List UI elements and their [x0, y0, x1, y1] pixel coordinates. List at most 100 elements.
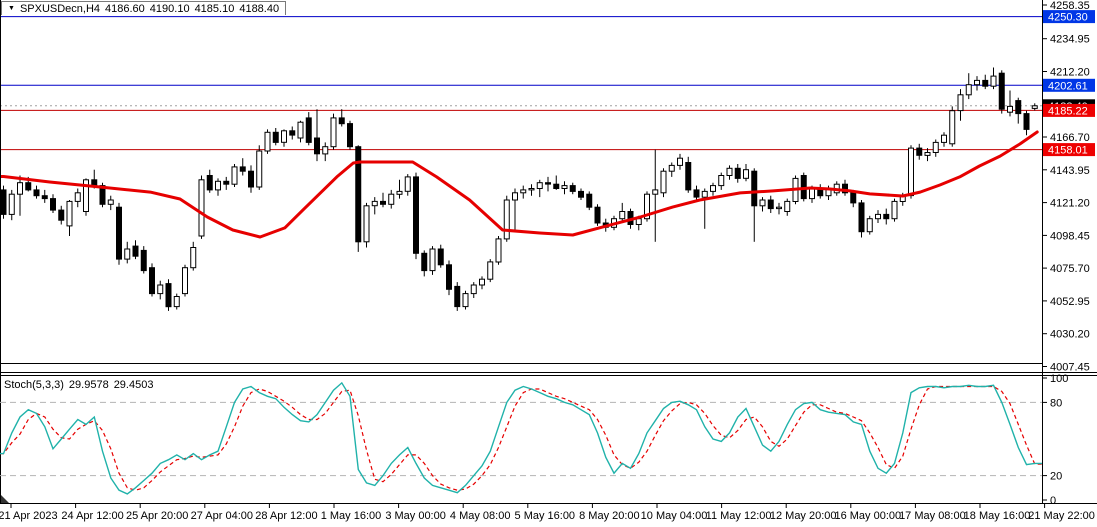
candle[interactable]: [107, 195, 114, 211]
candle[interactable]: [182, 264, 188, 297]
stoch-k-line[interactable]: [0, 381, 1042, 495]
candle[interactable]: [974, 76, 980, 91]
candle[interactable]: [421, 250, 428, 277]
candle[interactable]: [437, 244, 444, 268]
candle[interactable]: [198, 175, 205, 239]
candle[interactable]: [776, 202, 782, 215]
stoch-axis[interactable]: 100 80 20 0: [1042, 373, 1068, 507]
candle[interactable]: [74, 188, 81, 208]
candle[interactable]: [66, 200, 73, 236]
price-axis[interactable]: 4258.35 4234.95 4212.20 4166.70 4143.95 4121.…: [1042, 0, 1095, 374]
candle[interactable]: [718, 172, 725, 190]
candle[interactable]: [677, 153, 683, 170]
candle[interactable]: [0, 185, 7, 219]
pane-resize-grip[interactable]: [1, 495, 9, 503]
candle[interactable]: [536, 179, 543, 198]
candle[interactable]: [652, 149, 659, 242]
price-level-badge[interactable]: 4185.22: [1043, 103, 1095, 118]
candle[interactable]: [41, 189, 48, 203]
candle[interactable]: [866, 215, 873, 235]
ma-line[interactable]: [0, 130, 1039, 239]
candle[interactable]: [190, 241, 197, 271]
candle[interactable]: [396, 179, 403, 199]
candle[interactable]: [454, 282, 461, 311]
candle[interactable]: [965, 73, 972, 100]
candle[interactable]: [594, 204, 601, 226]
candle[interactable]: [759, 197, 766, 212]
candle[interactable]: [347, 120, 353, 150]
candle[interactable]: [223, 176, 230, 190]
candle[interactable]: [520, 185, 527, 199]
candle[interactable]: [462, 290, 469, 310]
candle[interactable]: [858, 200, 865, 238]
candle[interactable]: [528, 184, 535, 196]
candle[interactable]: [1031, 103, 1038, 111]
candle[interactable]: [256, 145, 263, 190]
candle[interactable]: [1015, 97, 1022, 124]
candle[interactable]: [883, 208, 890, 225]
candle[interactable]: [413, 172, 419, 260]
candle[interactable]: [619, 202, 626, 222]
candle[interactable]: [957, 89, 964, 121]
stoch-d-line[interactable]: [0, 385, 1042, 491]
candle[interactable]: [743, 164, 749, 182]
candle[interactable]: [875, 210, 881, 223]
candle[interactable]: [916, 143, 923, 160]
candle[interactable]: [124, 241, 131, 264]
candle[interactable]: [660, 168, 667, 198]
candle[interactable]: [116, 202, 122, 265]
symbol-dropdown-icon[interactable]: ▼: [8, 5, 15, 12]
candle[interactable]: [314, 109, 320, 162]
candle[interactable]: [685, 156, 692, 193]
price-level-badge[interactable]: 4250.30: [1043, 10, 1095, 24]
candle[interactable]: [8, 189, 15, 221]
candle[interactable]: [726, 165, 733, 180]
candle[interactable]: [668, 162, 675, 177]
candle[interactable]: [891, 198, 898, 222]
candle[interactable]: [231, 164, 238, 187]
candle[interactable]: [470, 282, 477, 298]
candle[interactable]: [206, 169, 213, 193]
candle[interactable]: [784, 198, 791, 216]
candle[interactable]: [165, 279, 172, 311]
candle[interactable]: [908, 145, 914, 199]
time-axis[interactable]: 21 Apr 2023 24 Apr 12:00 25 Apr 20:00 27 Ap…: [0, 503, 1095, 523]
candle[interactable]: [512, 188, 518, 232]
candle[interactable]: [941, 132, 947, 147]
candle[interactable]: [767, 195, 774, 213]
candle[interactable]: [149, 263, 155, 297]
candle[interactable]: [297, 120, 304, 143]
candle[interactable]: [924, 148, 931, 162]
candle[interactable]: [322, 142, 329, 162]
candle[interactable]: [363, 202, 370, 248]
candle[interactable]: [701, 188, 708, 229]
candle[interactable]: [710, 182, 716, 196]
candle[interactable]: [281, 129, 287, 147]
candle[interactable]: [586, 191, 593, 211]
candle[interactable]: [503, 195, 510, 242]
candle[interactable]: [479, 276, 485, 290]
candle[interactable]: [272, 128, 279, 146]
candle[interactable]: [429, 246, 436, 275]
candle[interactable]: [561, 181, 568, 195]
candle[interactable]: [371, 197, 378, 215]
candle[interactable]: [1023, 110, 1030, 136]
candle[interactable]: [578, 188, 584, 201]
candle[interactable]: [990, 67, 997, 90]
candle[interactable]: [58, 205, 65, 225]
candle[interactable]: [17, 175, 23, 216]
candle[interactable]: [338, 109, 345, 127]
candle[interactable]: [289, 126, 296, 140]
candle[interactable]: [487, 259, 494, 283]
candle[interactable]: [569, 182, 576, 195]
candle[interactable]: [215, 178, 221, 196]
candle[interactable]: [33, 185, 40, 199]
candle[interactable]: [140, 246, 147, 274]
candle[interactable]: [495, 236, 502, 265]
candle[interactable]: [132, 240, 139, 260]
candle[interactable]: [949, 106, 956, 147]
candle[interactable]: [842, 179, 848, 196]
candle[interactable]: [264, 129, 271, 154]
price-level-lines[interactable]: [0, 16, 1042, 151]
candle[interactable]: [305, 112, 312, 146]
